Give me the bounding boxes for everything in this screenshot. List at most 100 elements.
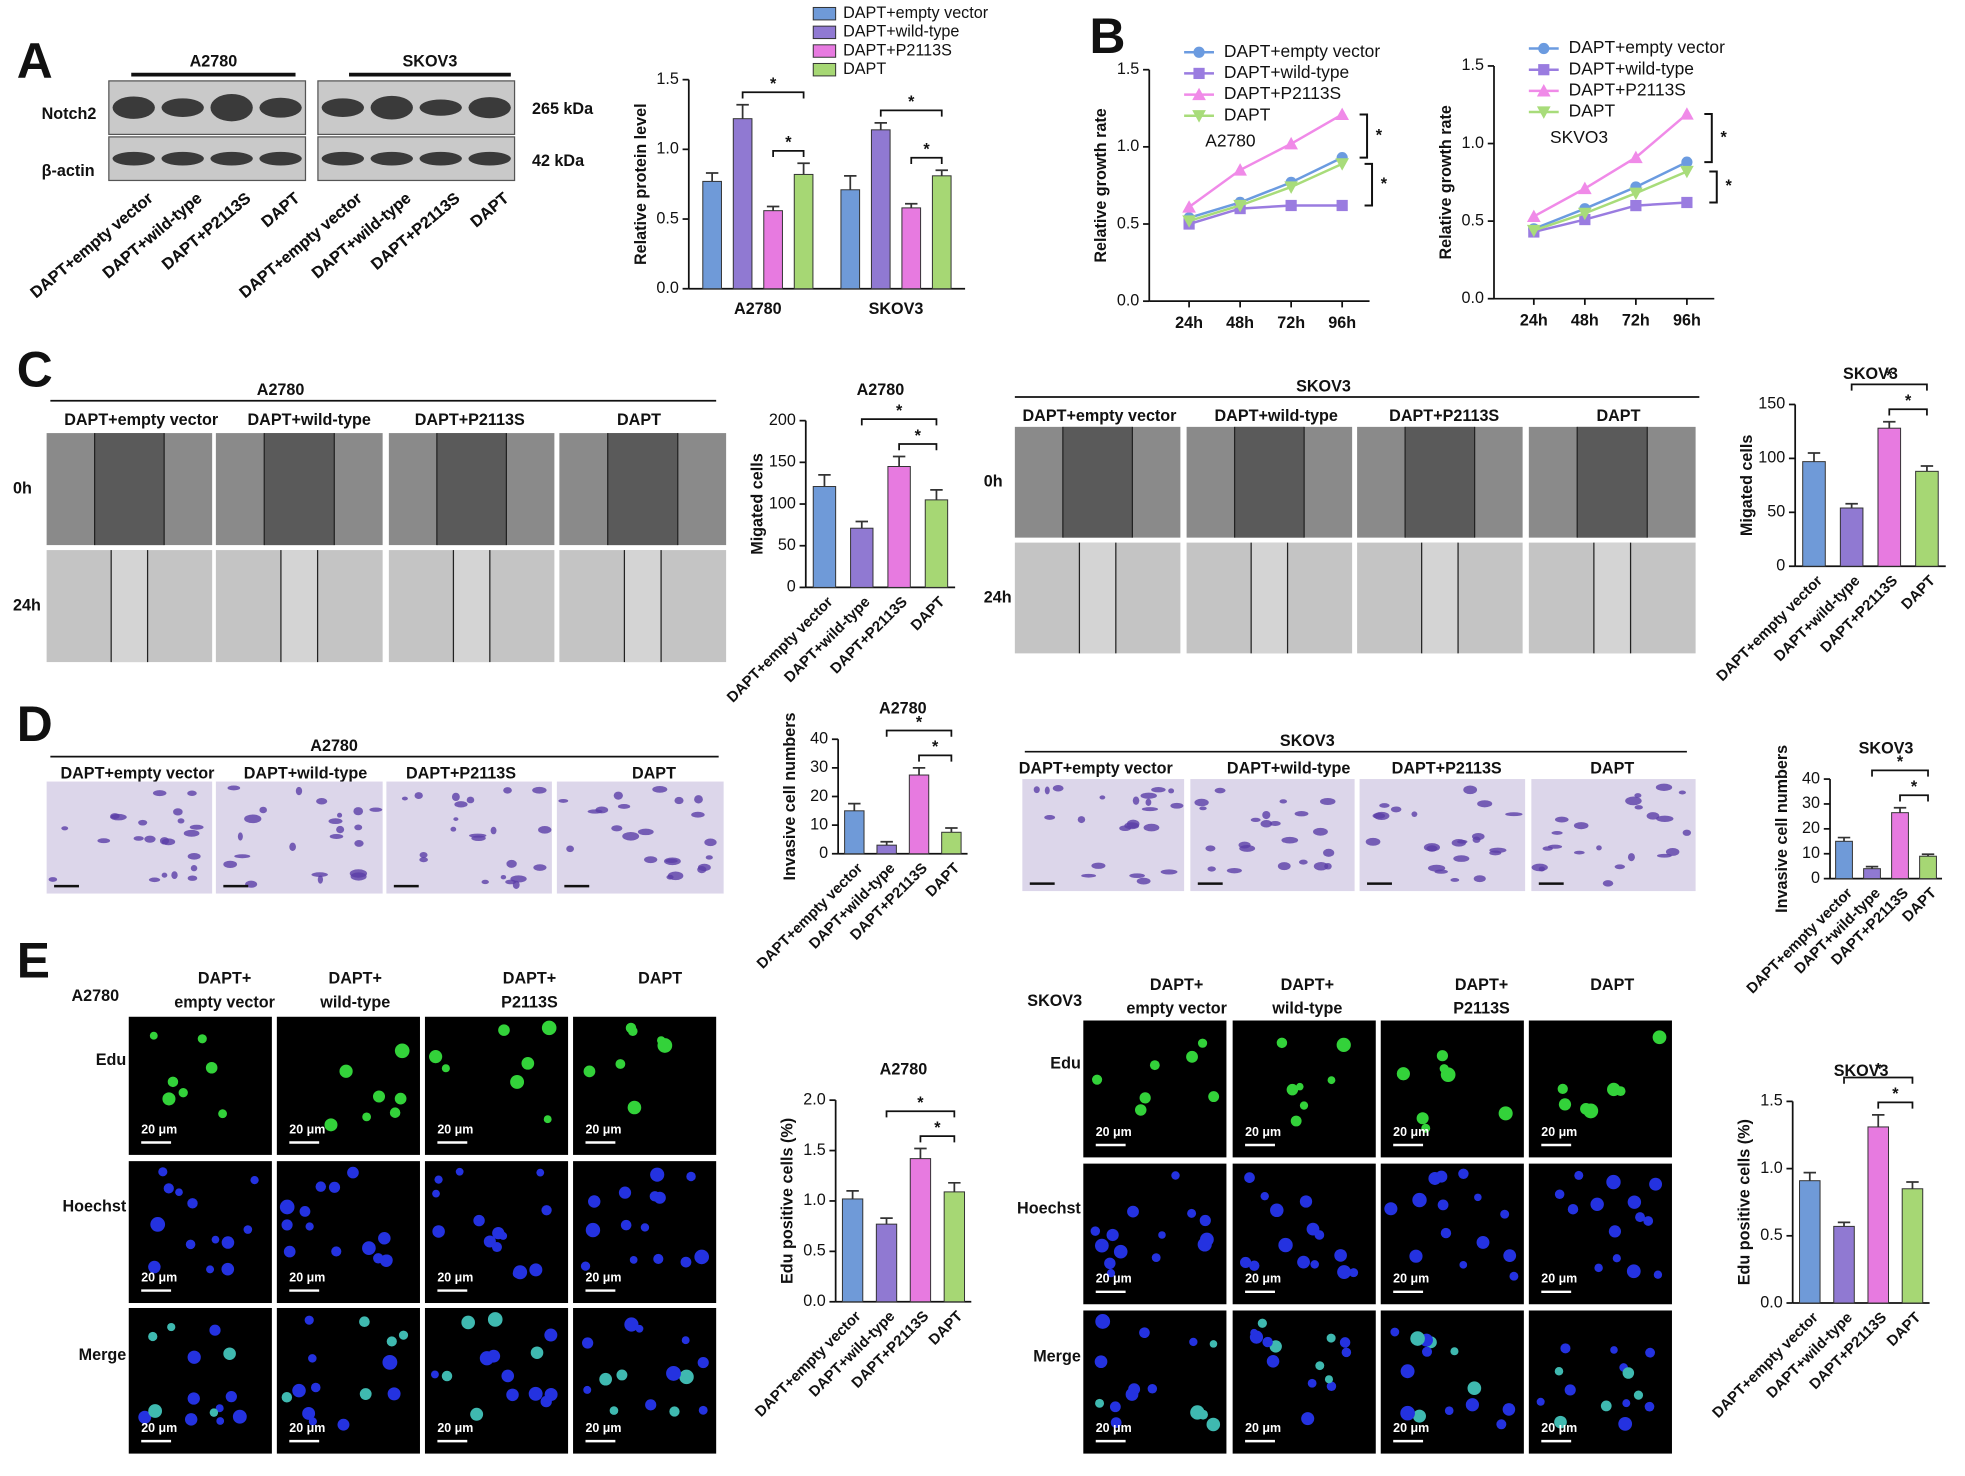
stained-cell [354, 839, 364, 847]
micrograph [1528, 1163, 1672, 1305]
nucleus [1244, 1172, 1255, 1183]
bar [1901, 1188, 1924, 1304]
nucleus [588, 1195, 601, 1208]
bar [844, 810, 865, 855]
legend-label: DAPT+wild-type [843, 23, 959, 41]
nucleus [1459, 1261, 1468, 1269]
error-bar [874, 121, 887, 130]
nucleus [1554, 1415, 1567, 1429]
y-tick-label: 1.0 [656, 140, 678, 158]
column-label: DAPT [632, 764, 676, 782]
stained-cell [644, 856, 658, 864]
stained-cell [97, 838, 111, 844]
panel-letter: E [17, 933, 50, 989]
y-tick-label: 50 [1767, 503, 1785, 521]
stained-cell [1199, 806, 1207, 811]
nucleus [1171, 1171, 1180, 1180]
lane-label: DAPT+P2113S [368, 189, 464, 274]
nucleus [473, 1214, 485, 1227]
blot-size-label: 42 kDa [532, 152, 585, 170]
image-panel [388, 550, 555, 663]
nucleus [609, 1406, 619, 1415]
stained-cell [1151, 787, 1166, 793]
nucleus [666, 1365, 681, 1381]
nucleus [1400, 1405, 1415, 1421]
nucleus [1458, 1168, 1469, 1179]
blot-group-label: A2780 [190, 52, 238, 70]
error-bar [880, 840, 893, 846]
marker [1284, 181, 1298, 194]
significance-label: * [1886, 367, 1893, 385]
bar [1891, 812, 1909, 880]
nucleus [1465, 1398, 1479, 1412]
y-tick-label: 10 [810, 815, 828, 833]
x-tick-label: DAPT [922, 860, 963, 901]
column-label: DAPT+ [329, 970, 382, 988]
nucleus [218, 1109, 227, 1119]
marker [1233, 199, 1247, 213]
nucleus [359, 1388, 372, 1400]
column-label: DAPT+wild-type [247, 411, 370, 429]
nucleus [1467, 1381, 1482, 1396]
bar [908, 774, 930, 855]
nucleus [1199, 1214, 1211, 1227]
blot-band [112, 96, 155, 119]
stained-cell [311, 872, 328, 877]
y-tick-label: 0.5 [803, 1242, 825, 1260]
nucleus [1554, 1366, 1564, 1376]
nucleus [187, 1198, 198, 1209]
micrograph [1531, 779, 1696, 892]
nucleus [680, 1256, 692, 1268]
marker [1629, 150, 1643, 164]
nucleus [1147, 1384, 1158, 1394]
image-panel [1531, 779, 1696, 892]
nucleus [1149, 1060, 1160, 1071]
nucleus [1187, 1208, 1197, 1218]
bar [1915, 470, 1939, 567]
significance-label: * [915, 427, 922, 445]
nucleus [299, 1205, 311, 1217]
nucleus [1652, 1030, 1667, 1045]
scale-bar-label: 20 μm [437, 1270, 473, 1284]
image-panel [573, 1307, 717, 1454]
nucleus [1606, 1174, 1621, 1190]
image-panel [1528, 426, 1696, 538]
blot-band [210, 151, 253, 166]
marker [1335, 158, 1350, 171]
row-label: 24h [13, 596, 41, 614]
image-panel [386, 781, 552, 894]
nucleus [529, 1263, 543, 1277]
error-bar [914, 1147, 927, 1159]
stained-cell [450, 826, 457, 832]
stained-cell [1463, 785, 1478, 795]
nucleus [1560, 1343, 1571, 1354]
micrograph [1232, 1020, 1376, 1158]
panel-letter: B [1090, 8, 1126, 64]
nucleus [1618, 1417, 1633, 1431]
stained-cell [1573, 850, 1585, 855]
stained-cell [1313, 861, 1329, 871]
stained-cell [1262, 810, 1271, 820]
legend-label: DAPT+wild-type [1569, 58, 1694, 78]
scale-bar-label: 20 μm [585, 1270, 621, 1284]
marker [1336, 199, 1348, 212]
nucleus [387, 1387, 401, 1401]
stained-cell [466, 796, 475, 804]
scale-bar-label: 20 μm [1393, 1125, 1429, 1139]
nucleus [657, 1038, 673, 1053]
nucleus [1421, 1123, 1431, 1133]
nucleus [206, 1265, 215, 1274]
stained-cell [419, 857, 428, 863]
x-tick-label: 24h [1175, 314, 1203, 332]
stained-cell [234, 854, 251, 859]
micrograph [276, 1307, 420, 1454]
significance-bracket [898, 443, 938, 451]
y-tick-label: 0 [1811, 869, 1820, 887]
nucleus [394, 1043, 410, 1059]
marker [1578, 207, 1592, 221]
nucleus [1416, 1112, 1429, 1125]
nucleus [1622, 1399, 1631, 1408]
stained-cell [289, 842, 296, 851]
nucleus [386, 1336, 397, 1347]
line [1533, 170, 1688, 232]
